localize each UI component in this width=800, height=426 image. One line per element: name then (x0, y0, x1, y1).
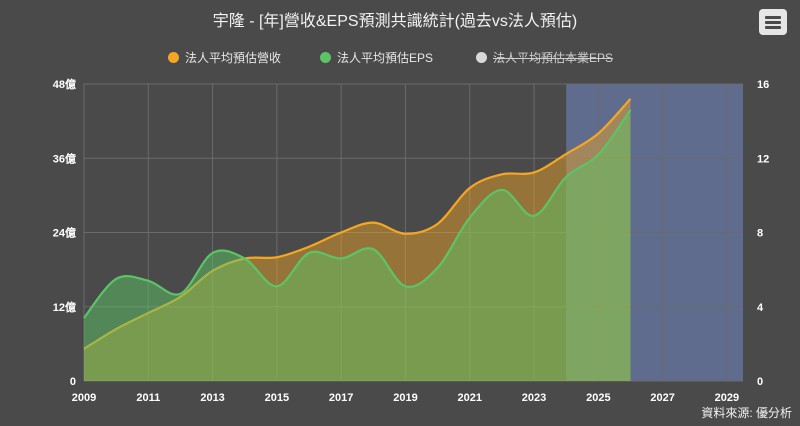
legend-dot-core-eps (476, 52, 487, 63)
x-tick-label: 2021 (458, 392, 482, 404)
eps-series-area (84, 109, 631, 382)
y-right-tick-label: 8 (757, 228, 763, 240)
eps-series-line (83, 109, 632, 319)
legend-dot-revenue (168, 52, 179, 63)
legend-dot-eps (320, 52, 331, 63)
x-tick-label: 2019 (393, 392, 417, 404)
x-tick-label: 2023 (522, 392, 546, 404)
legend-item-core-eps[interactable]: 法人平均預估本業EPS (476, 49, 613, 66)
data-source-note: 資料來源: 優分析 (701, 406, 792, 420)
x-tick-label: 2013 (200, 392, 224, 404)
y-left-tick-label: 24億 (53, 226, 76, 240)
chart-title: 宇隆 - [年]營收&EPS預測共識統計(過去vs法人預估) (212, 13, 578, 30)
y-left-tick-label: 48億 (53, 77, 76, 91)
x-tick-label: 2011 (136, 392, 160, 404)
legend-item-eps[interactable]: 法人平均預估EPS (320, 49, 433, 66)
x-tick-label: 2009 (72, 392, 96, 404)
legend-label-core-eps: 法人平均預估本業EPS (493, 51, 614, 65)
y-left-tick-label: 36億 (53, 151, 76, 165)
plot-area: 0 12億 24億 36億 48億 0 4 8 12 16 2009 2011 2013 2015 2017… (53, 77, 770, 404)
x-tick-label: 2017 (329, 392, 353, 404)
legend-label-revenue: 法人平均預估營收 (185, 51, 282, 65)
y-left-tick-label: 0 (70, 376, 76, 388)
x-tick-label: 2027 (650, 392, 674, 404)
legend-item-revenue[interactable]: 法人平均預估營收 (168, 49, 281, 66)
hamburger-menu-icon[interactable] (759, 9, 787, 35)
y-right-tick-label: 12 (757, 153, 769, 165)
y-right-tick-label: 0 (757, 376, 763, 388)
x-tick-label: 2029 (715, 392, 739, 404)
x-tick-label: 2015 (265, 392, 289, 404)
y-right-tick-label: 4 (757, 302, 764, 314)
y-right-tick-label: 16 (757, 79, 769, 91)
legend-label-eps: 法人平均預估EPS (337, 51, 434, 65)
x-tick-label: 2025 (586, 392, 610, 404)
y-left-tick-label: 12億 (53, 300, 76, 314)
